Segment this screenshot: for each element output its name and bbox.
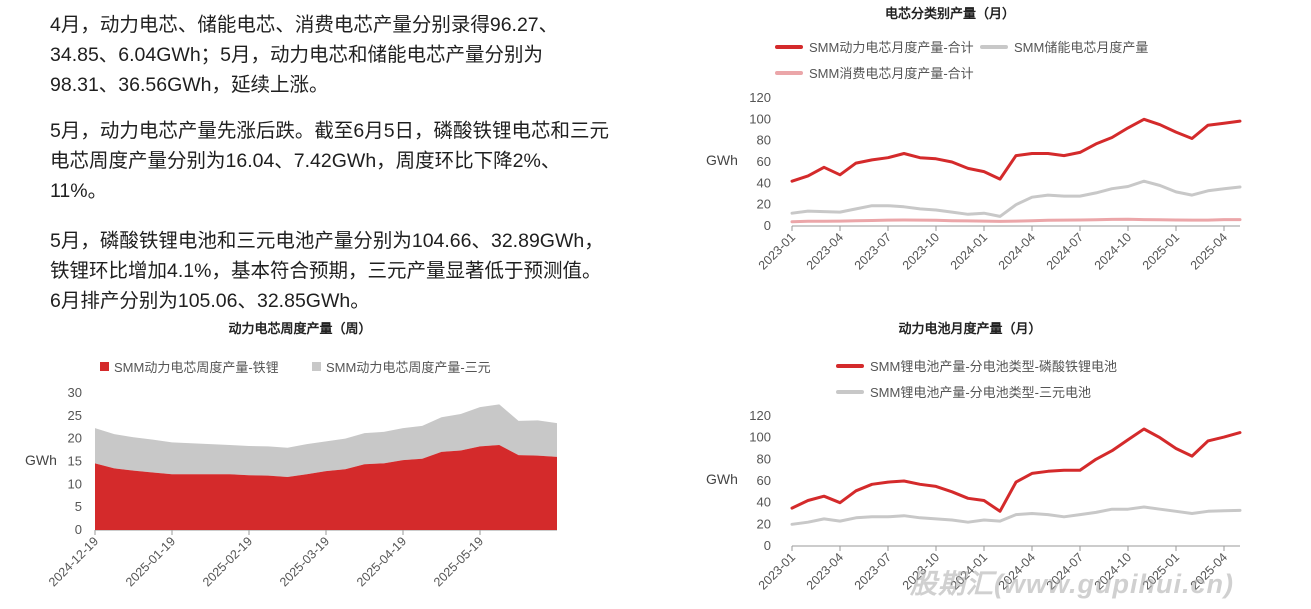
y-tick-label: 120 [749, 90, 771, 105]
y-tick-label: 60 [757, 154, 771, 169]
legend-label: SMM动力电芯月度产量-合计 [809, 40, 974, 55]
y-tick-label: 15 [68, 454, 82, 469]
legend-swatch [312, 362, 321, 371]
battery-chart-title: 动力电池月度产量（月） [898, 321, 1042, 336]
line-series-0 [790, 427, 1242, 513]
legend-label: SMM消费电芯月度产量-合计 [809, 66, 974, 81]
y-tick-label: 40 [757, 495, 771, 510]
watermark: 股期汇(www.gupihui.cn) [910, 569, 1234, 599]
area-series-ncm [95, 404, 557, 478]
y-tick-label: 120 [749, 408, 771, 423]
legend-item-ncm-battery: SMM锂电池产量-分电池类型-三元电池 [836, 382, 1091, 401]
legend-item-storage-cells: SMM储能电芯月度产量 [980, 37, 1148, 56]
legend-label: SMM动力电芯周度产量-铁锂 [114, 360, 279, 375]
legend-swatch [836, 389, 864, 394]
line-series-1 [790, 505, 1242, 526]
y-tick-label: 5 [75, 499, 82, 514]
y-tick-label: 20 [757, 516, 771, 531]
y-tick-label: 0 [764, 538, 771, 553]
legend-label: SMM锂电池产量-分电池类型-磷酸铁锂电池 [870, 359, 1117, 374]
paragraph-battery-output: 5月，磷酸铁锂电池和三元电池产量分别为104.66、32.89GWh，铁锂环比增… [50, 226, 610, 316]
x-tick-label: 2023-04 [804, 550, 846, 592]
y-tick-label: 60 [757, 473, 771, 488]
legend-label: SMM动力电芯周度产量-三元 [326, 360, 491, 375]
y-tick-label: 100 [749, 111, 771, 126]
paragraph-weekly-output: 5月，动力电芯产量先涨后跌。截至6月5日，磷酸铁锂电芯和三元电芯周度产量分别为1… [50, 116, 610, 206]
paragraph-text: 5月，动力电芯产量先涨后跌。截至6月5日，磷酸铁锂电芯和三元电芯周度产量分别为1… [50, 120, 610, 202]
line-series-1 [790, 179, 1242, 218]
y-tick-label: 0 [764, 218, 771, 233]
legend-swatch [100, 362, 109, 371]
legend-item-consumer-cells: SMM消费电芯月度产量-合计 [775, 63, 974, 82]
y-axis-label: GWh [706, 471, 738, 487]
line-series-0 [790, 117, 1242, 183]
legend-item-lfp-battery: SMM锂电池产量-分电池类型-磷酸铁锂电池 [836, 356, 1117, 375]
y-tick-label: 80 [757, 133, 771, 148]
weekly-chart-title: 动力电芯周度产量（周） [228, 321, 372, 336]
legend-swatch [980, 44, 1008, 49]
x-tick-label: 2023-07 [852, 550, 894, 592]
y-tick-label: 40 [757, 175, 771, 190]
legend-label: SMM储能电芯月度产量 [1014, 40, 1149, 55]
y-axis-label: GWh [706, 152, 738, 168]
legend-swatch [775, 44, 803, 49]
legend-item-lfp-weekly: SMM动力电芯周度产量-铁锂 [100, 357, 279, 376]
y-axis-label: GWh [25, 452, 57, 468]
y-tick-label: 30 [68, 385, 82, 400]
y-tick-label: 80 [757, 451, 771, 466]
y-tick-label: 10 [68, 476, 82, 491]
area-series-lfp [95, 445, 557, 530]
legend-item-ncm-weekly: SMM动力电芯周度产量-三元 [312, 357, 491, 376]
legend-item-power-cells: SMM动力电芯月度产量-合计 [775, 37, 974, 56]
legend-swatch [836, 363, 864, 368]
paragraph-text: 5月，磷酸铁锂电池和三元电池产量分别为104.66、32.89GWh，铁锂环比增… [50, 230, 604, 312]
line-series-2 [790, 217, 1242, 224]
y-tick-label: 100 [749, 430, 771, 445]
x-tick-label: 2023-01 [756, 550, 798, 592]
paragraph-cell-production: 4月，动力电芯、储能电芯、消费电芯产量分别录得96.27、34.85、6.04G… [50, 10, 610, 100]
paragraph-text: 4月，动力电芯、储能电芯、消费电芯产量分别录得96.27、34.85、6.04G… [50, 14, 559, 96]
legend-label: SMM锂电池产量-分电池类型-三元电池 [870, 385, 1091, 400]
y-tick-label: 25 [68, 408, 82, 423]
legend-swatch [775, 70, 803, 75]
y-tick-label: 20 [757, 197, 771, 212]
cells-chart-title: 电芯分类别产量（月） [884, 6, 1015, 21]
y-tick-label: 20 [68, 431, 82, 446]
y-tick-label: 0 [75, 522, 82, 537]
